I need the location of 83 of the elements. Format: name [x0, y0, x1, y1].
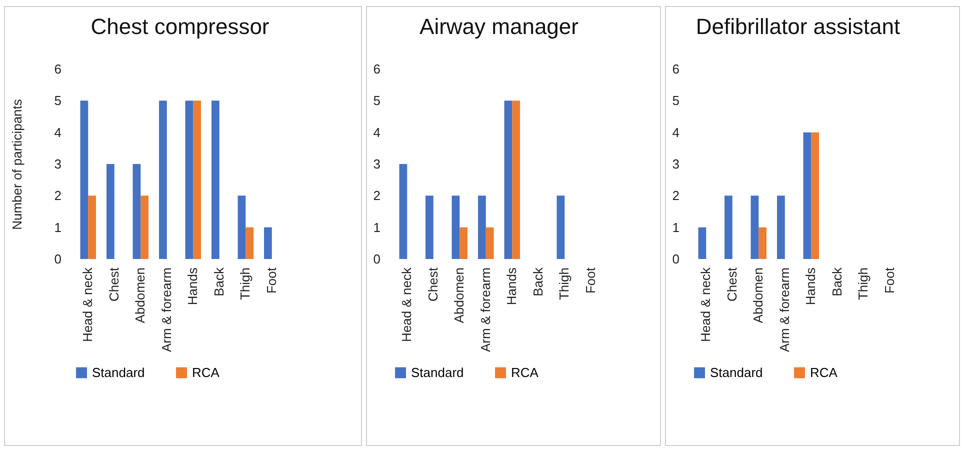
chart-title: Airway manager: [420, 14, 579, 39]
y-tick-label: 1: [54, 220, 62, 235]
y-tick-label: 6: [672, 62, 680, 76]
y-tick-label: 6: [374, 62, 381, 76]
legend-label: Standard: [92, 364, 145, 380]
bar: [185, 100, 194, 259]
bar: [750, 196, 759, 259]
y-tick-label: 2: [374, 188, 381, 204]
y-tick-label: 4: [672, 124, 680, 140]
y-tick-label: 0: [672, 252, 680, 266]
bar: [452, 196, 460, 259]
x-tick-label: Chest: [724, 267, 740, 302]
bar: [478, 196, 486, 259]
bar: [264, 227, 272, 259]
y-tick-label: 2: [672, 188, 680, 204]
x-tick-label: Back: [830, 267, 845, 296]
bar: [486, 227, 494, 259]
y-tick-label: 3: [672, 156, 680, 172]
x-tick-label: Thigh: [238, 268, 253, 300]
bar: [106, 164, 114, 259]
bar: [193, 100, 201, 259]
y-tick-label: 1: [374, 220, 381, 235]
x-tick-label: Chest: [426, 267, 441, 302]
y-tick-label: 4: [374, 124, 381, 140]
bar: [212, 100, 220, 259]
x-tick-label: Foot: [583, 267, 598, 294]
x-tick-label: Foot: [264, 267, 279, 294]
x-tick-label: Arm & forearm: [478, 268, 494, 352]
bar: [557, 196, 566, 259]
y-tick-label: 2: [54, 188, 62, 204]
bar: [724, 196, 733, 259]
x-tick-label: Back: [211, 267, 226, 296]
x-tick-label: Thigh: [856, 268, 871, 300]
bar: [80, 100, 88, 259]
y-tick-label: 0: [374, 252, 381, 266]
y-axis-title: Number of participants: [9, 98, 24, 230]
bar: [777, 196, 786, 259]
y-tick-label: 5: [672, 93, 680, 108]
x-tick-label: Head & neck: [698, 267, 714, 342]
bar: [460, 227, 468, 259]
y-tick-label: 3: [54, 156, 62, 172]
legend-label: RCA: [192, 364, 220, 380]
y-tick-label: 5: [54, 93, 62, 108]
bar: [512, 100, 520, 259]
y-tick-label: 4: [54, 124, 62, 140]
bar: [698, 227, 706, 259]
bar: [504, 100, 513, 259]
x-tick-label: Abdomen: [132, 268, 148, 324]
chart-title: Defibrillator assistant: [696, 14, 900, 39]
legend-label: Standard: [710, 364, 763, 380]
x-tick-label: Arm & forearm: [158, 268, 174, 352]
x-tick-label: Hands: [803, 267, 818, 306]
x-tick-label: Head & neck: [400, 267, 415, 342]
legend-label: RCA: [810, 364, 838, 380]
x-tick-label: Abdomen: [452, 268, 468, 324]
legend-label: Standard: [411, 364, 464, 380]
bar: [758, 227, 767, 259]
bar: [246, 227, 254, 259]
x-tick-label: Back: [530, 267, 546, 296]
bar: [238, 196, 246, 259]
x-tick-label: Head & neck: [80, 267, 96, 342]
bar: [811, 132, 820, 259]
legend-label: RCA: [511, 364, 540, 380]
bar: [426, 196, 434, 259]
x-tick-label: Foot: [882, 267, 898, 294]
bar: [88, 196, 96, 259]
bar: [803, 132, 812, 259]
y-tick-label: 5: [374, 93, 381, 108]
bar: [140, 196, 148, 259]
bar: [159, 100, 167, 259]
bar: [132, 164, 141, 259]
y-tick-label: 6: [54, 62, 62, 76]
x-tick-label: Hands: [185, 267, 200, 306]
y-tick-label: 1: [672, 220, 680, 235]
x-tick-label: Arm & forearm: [777, 268, 792, 352]
x-tick-label: Thigh: [557, 268, 572, 300]
y-tick-label: 3: [374, 156, 381, 172]
y-tick-label: 0: [54, 252, 62, 266]
bar: [400, 164, 408, 259]
chart-title: Chest compressor: [90, 14, 270, 39]
x-tick-label: Abdomen: [750, 268, 766, 324]
x-tick-label: Chest: [106, 267, 122, 302]
x-tick-label: Hands: [504, 267, 520, 306]
